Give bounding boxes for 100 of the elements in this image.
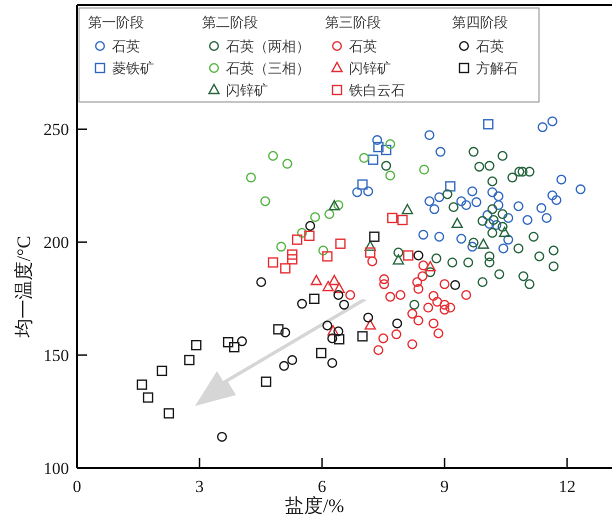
legend-label: 铁白云石	[348, 83, 405, 99]
point	[547, 116, 558, 126]
point	[322, 251, 333, 262]
point	[452, 218, 463, 228]
point	[339, 300, 350, 310]
point	[364, 240, 376, 251]
point	[316, 348, 326, 358]
point	[322, 280, 334, 292]
point	[467, 242, 478, 252]
point	[407, 308, 418, 319]
annotation: 第二阶段	[202, 15, 258, 31]
legend-label: 石英	[349, 39, 377, 55]
x-tick-label: 9	[440, 477, 449, 496]
point	[164, 408, 174, 419]
point	[391, 329, 402, 340]
point	[498, 226, 510, 238]
point	[518, 166, 528, 177]
point	[287, 249, 298, 260]
point	[381, 160, 392, 171]
legend-label: 石英（两相）	[226, 39, 310, 55]
point	[542, 212, 552, 223]
point	[493, 191, 504, 202]
point	[369, 232, 380, 242]
point	[548, 246, 559, 256]
legend-label: 闪锌矿	[226, 83, 268, 99]
point	[379, 274, 390, 284]
point	[280, 263, 290, 274]
x-tick-label: 0	[72, 477, 82, 496]
point	[364, 319, 376, 330]
point	[378, 333, 388, 344]
point	[440, 279, 450, 290]
point	[513, 243, 524, 254]
point	[494, 269, 504, 280]
point	[327, 358, 338, 368]
point	[407, 339, 418, 350]
point	[434, 232, 444, 242]
point	[184, 354, 195, 366]
point	[309, 294, 320, 304]
point	[445, 181, 456, 192]
point	[548, 261, 559, 272]
point	[442, 189, 452, 200]
annotation: 第一阶段	[88, 15, 144, 31]
legend-label: 方解石	[476, 61, 518, 77]
point	[487, 187, 498, 198]
point	[413, 316, 424, 326]
annotation: 第四阶段	[452, 15, 508, 31]
point	[576, 184, 586, 194]
point	[333, 200, 344, 210]
point	[538, 122, 548, 132]
point	[365, 247, 376, 258]
point	[357, 331, 368, 342]
point	[297, 228, 308, 238]
point	[280, 327, 290, 338]
point	[447, 257, 458, 268]
point	[335, 238, 346, 249]
point	[456, 234, 466, 244]
point	[551, 195, 562, 206]
point	[380, 144, 392, 156]
point	[279, 360, 290, 371]
point	[333, 282, 345, 294]
point	[518, 271, 528, 282]
point	[478, 238, 490, 249]
point	[484, 160, 494, 171]
point	[363, 186, 374, 196]
point	[409, 300, 420, 310]
point	[524, 166, 535, 177]
point	[418, 230, 428, 240]
point	[478, 277, 488, 288]
point	[431, 253, 442, 264]
point	[305, 220, 316, 231]
point	[424, 196, 434, 206]
point	[236, 336, 247, 346]
point	[463, 257, 474, 268]
point	[352, 187, 362, 198]
x-axis-title: 盐度/%	[284, 495, 344, 517]
point	[345, 290, 356, 300]
point	[556, 174, 566, 185]
point	[136, 379, 148, 390]
point	[385, 139, 396, 150]
y-tick-label: 200	[44, 233, 69, 252]
legend-label: 石英（三相）	[226, 61, 310, 77]
point	[425, 267, 436, 278]
point	[450, 280, 460, 290]
point	[372, 135, 382, 146]
point	[418, 260, 428, 270]
point	[222, 337, 234, 348]
point	[433, 328, 444, 338]
point	[324, 209, 334, 220]
point	[418, 271, 428, 282]
point	[484, 257, 494, 268]
point	[424, 130, 434, 140]
point	[327, 333, 338, 344]
point	[334, 334, 344, 344]
point	[395, 290, 406, 300]
point	[393, 248, 404, 258]
point	[498, 150, 508, 161]
point	[484, 218, 494, 229]
y-tick-label: 250	[44, 120, 69, 140]
point	[191, 340, 202, 350]
point	[367, 256, 378, 266]
